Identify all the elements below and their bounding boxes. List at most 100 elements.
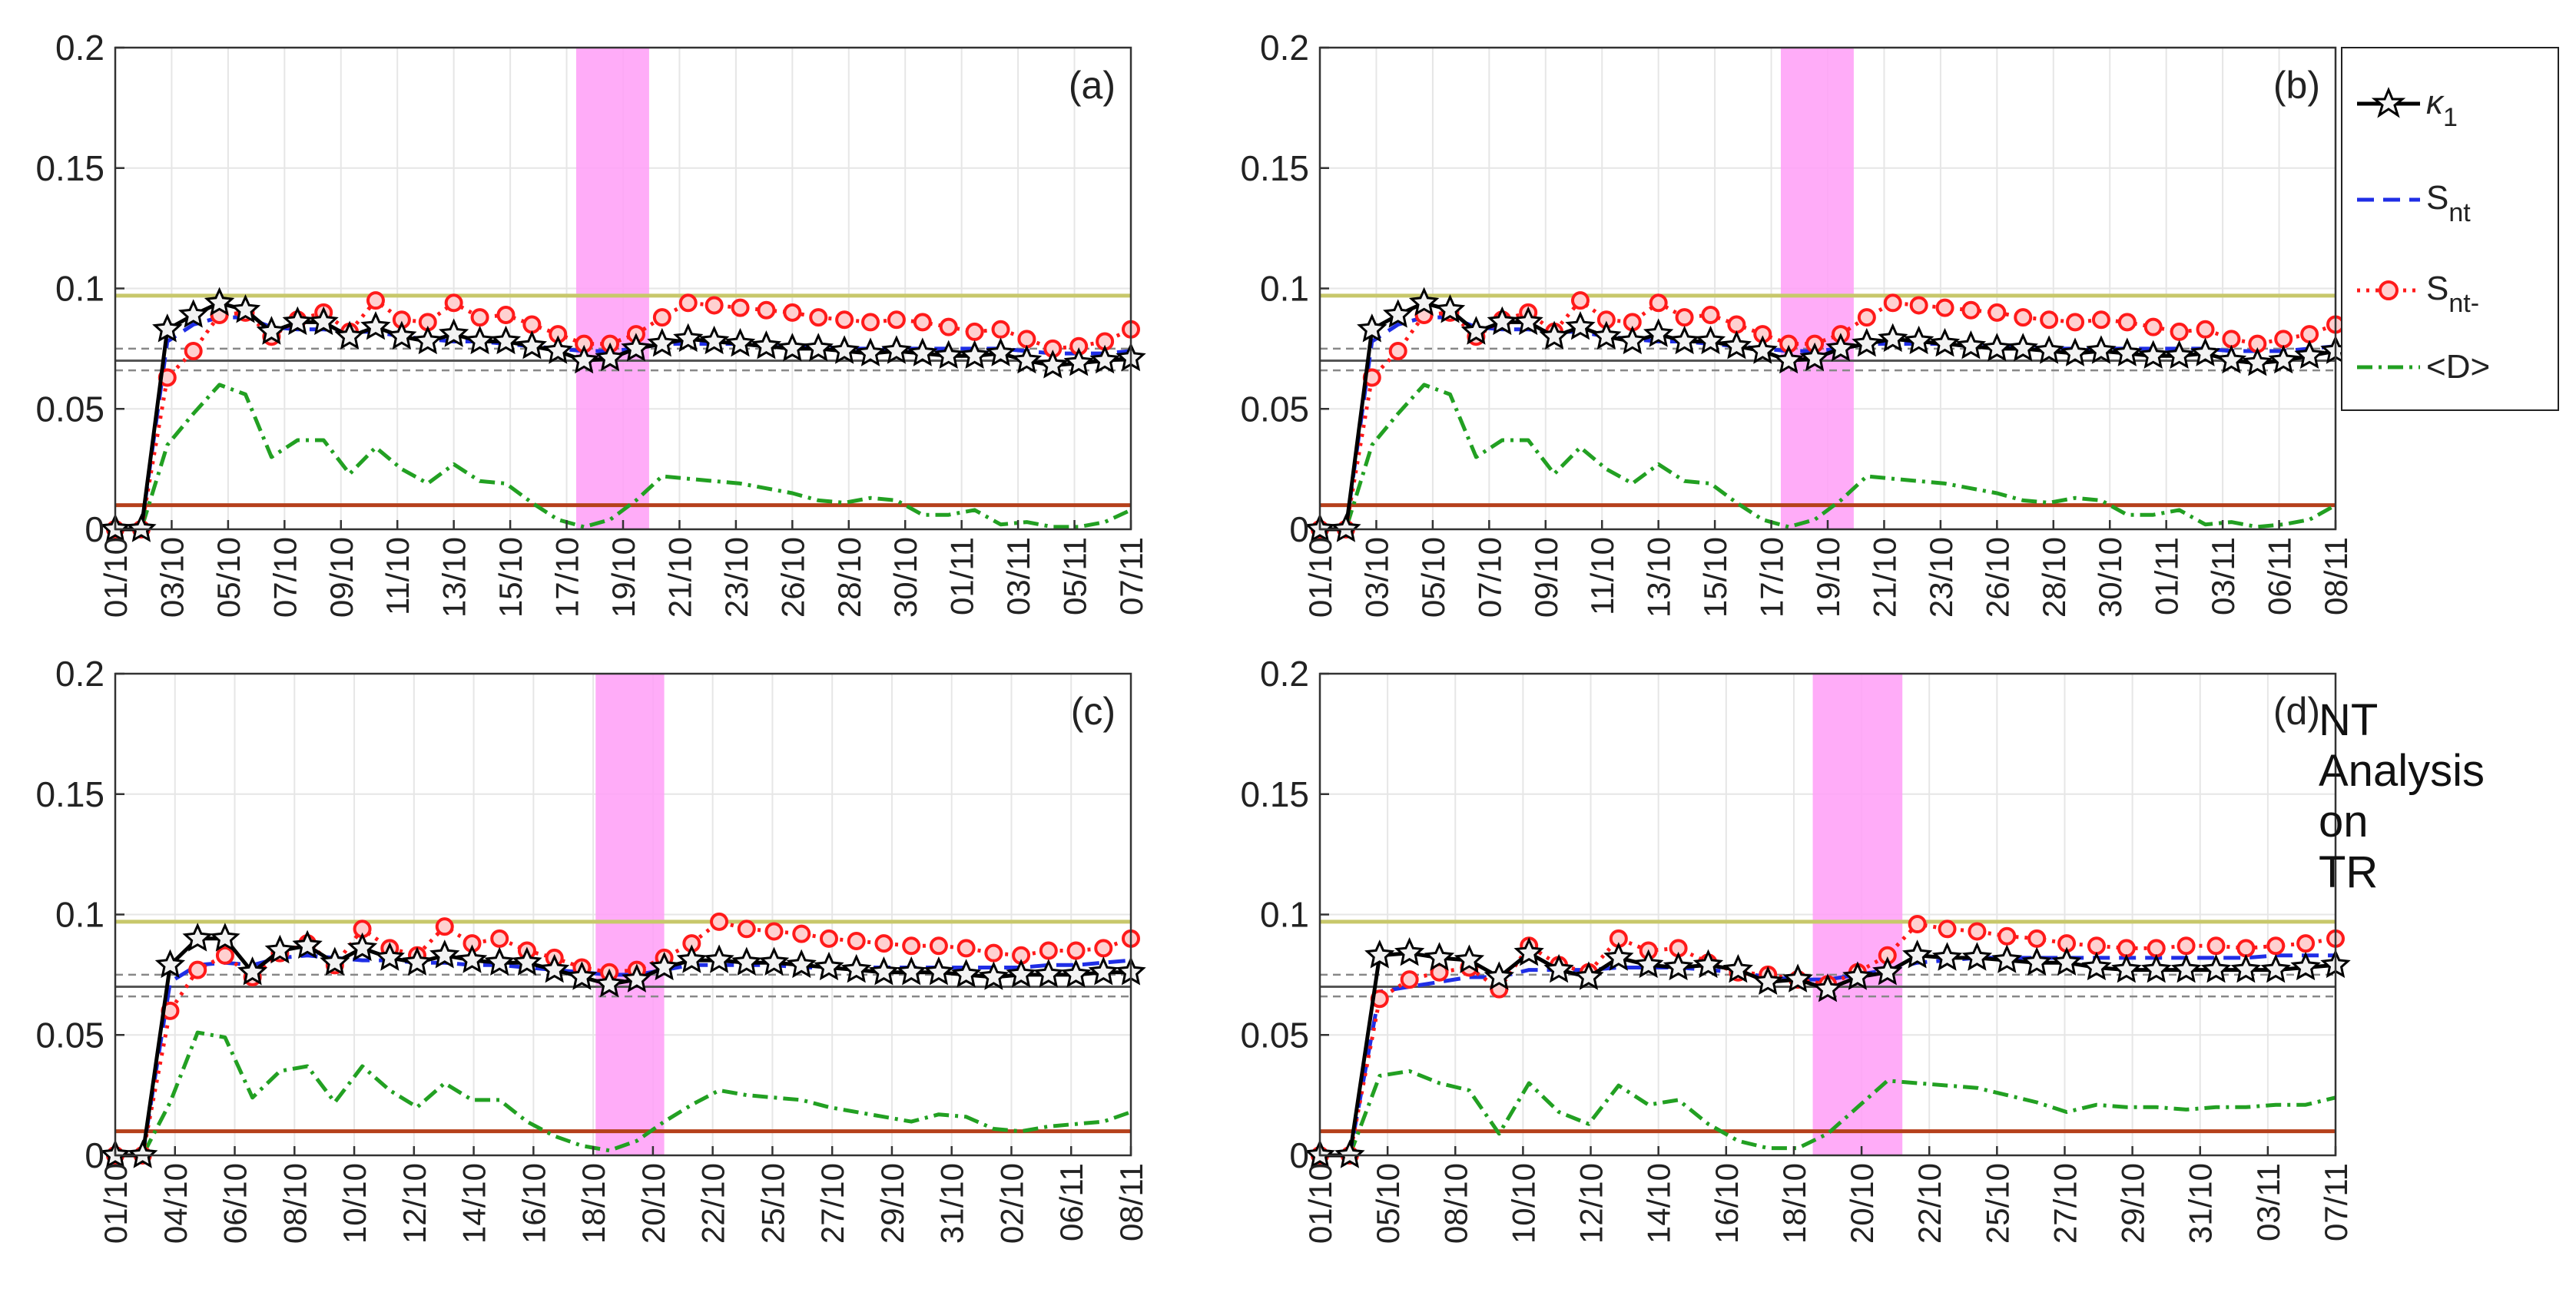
point-k1-c [1088, 956, 1119, 986]
point-k1-d [1484, 961, 1514, 990]
x-tick-label-a: 19/10 [605, 537, 642, 618]
x-tick-label-d: 14/10 [1641, 1163, 1677, 1244]
point-sntm-c [792, 924, 811, 943]
point-k1-a [933, 340, 964, 369]
point-sntm-c [874, 934, 893, 953]
point-k1-b [2138, 340, 2169, 369]
side-note: NT Analysis on TR [2319, 695, 2572, 898]
point-k1-c [951, 959, 982, 988]
point-k1-b [1487, 306, 1517, 336]
point-k1-a [647, 327, 678, 357]
legend-sub-k1: 1 [2443, 103, 2458, 132]
point-sntm-b [1909, 296, 1928, 315]
x-tick-label-d: 25/10 [1979, 1163, 2015, 1244]
point-k1-c [512, 946, 542, 976]
series-line-d-c [115, 1030, 1132, 1158]
point-sntm-a [705, 296, 724, 315]
y-tick-label-a: 0 [85, 509, 104, 549]
point-sntm-a [652, 308, 671, 327]
point-sntm-b [2143, 317, 2163, 336]
point-k1-b [2007, 333, 2038, 362]
point-k1-b [1669, 325, 1700, 355]
x-tick-label-b: 09/10 [1528, 537, 1564, 618]
point-sntm-d [2177, 936, 2196, 956]
x-tick-label-b: 07/10 [1471, 537, 1507, 618]
point-sntm-b [2091, 310, 2110, 330]
x-tick-label-a: 03/11 [1000, 537, 1036, 615]
point-k1-b [2086, 335, 2117, 364]
point-k1-a [282, 306, 313, 336]
side-note-line-2: Analysis [2319, 746, 2485, 796]
point-k1-a [673, 323, 704, 353]
point-k1-a [204, 287, 235, 316]
point-k1-c [346, 932, 378, 962]
x-tick-label-b: 15/10 [1697, 537, 1733, 618]
highlight-band-a [575, 48, 649, 529]
point-k1-c [210, 923, 240, 952]
point-k1-b [1434, 294, 1466, 323]
point-k1-a [413, 325, 443, 355]
x-tick-label-b: 17/10 [1754, 537, 1790, 618]
x-tick-label-c: 20/10 [635, 1163, 671, 1244]
point-k1-a [308, 306, 339, 336]
highlight-band-c [595, 674, 665, 1155]
point-sntm-c [490, 929, 509, 948]
point-k1-b [1513, 306, 1543, 336]
point-sntm-b [1701, 305, 1720, 324]
point-sntm-a [861, 313, 880, 332]
point-k1-c [374, 942, 406, 971]
point-k1-a [829, 335, 860, 364]
x-tick-label-a: 01/10 [98, 537, 134, 618]
point-k1-b [1383, 299, 1414, 328]
point-sntm-d [2027, 929, 2047, 948]
y-tick-label-b: 0.1 [1260, 269, 1309, 309]
point-k1-c [237, 956, 268, 986]
point-k1-d [2081, 951, 2112, 981]
y-tick-label-d: 0.05 [1240, 1015, 1309, 1055]
point-sntm-a [496, 305, 516, 324]
panel-b: 0 0.05 0.1 0.15 0.2 01/10 03/10 05/10 07/10 09/10… [1240, 28, 2354, 618]
point-k1-d [1513, 937, 1544, 966]
point-k1-b [1981, 333, 2013, 362]
y-tick-label-d: 0.1 [1260, 895, 1309, 935]
point-sntm-d [2117, 939, 2136, 958]
point-k1-d [1722, 953, 1753, 983]
point-k1-c [264, 934, 295, 964]
point-k1-a [490, 325, 522, 355]
point-sntm-b [1675, 308, 1694, 327]
point-k1-b [1357, 313, 1387, 343]
point-k1-a [1063, 347, 1094, 376]
point-k1-a [1089, 344, 1120, 374]
x-tick-label-c: 25/10 [754, 1163, 791, 1244]
point-k1-d [2200, 953, 2232, 983]
side-note-line-3: on [2319, 797, 2369, 847]
x-tick-label-b: 03/11 [2205, 537, 2241, 615]
point-k1-c [731, 946, 762, 976]
point-sntm-b [1883, 293, 1902, 313]
x-tick-label-c: 10/10 [337, 1163, 373, 1244]
point-sntm-b [2117, 313, 2137, 332]
point-k1-c [758, 946, 790, 976]
point-k1-d [1752, 966, 1783, 995]
x-tick-label-c: 04/10 [157, 1163, 194, 1244]
y-tick-label-a: 0.2 [55, 28, 104, 68]
x-tick-label-c: 16/10 [516, 1163, 552, 1244]
svg-text:Snt-: Snt- [2426, 270, 2479, 318]
point-sntm-c [435, 917, 454, 936]
legend-label-sntm: S [2426, 270, 2448, 307]
point-sntm-a [991, 320, 1010, 339]
series-line-d-b [1320, 383, 2337, 532]
point-k1-b [2163, 340, 2195, 369]
x-tick-label-d: 03/11 [2250, 1163, 2286, 1241]
legend-label-k1: κ [2426, 84, 2445, 121]
point-sntm-d [1997, 926, 2017, 946]
legend-entry-d: <D> [2357, 348, 2490, 386]
point-k1-d [1543, 953, 1574, 983]
point-sntm-c [956, 939, 976, 958]
x-tick-label-a: 13/10 [436, 537, 472, 618]
y-tick-label-c: 0.15 [35, 774, 104, 814]
x-tick-label-c: 06/11 [1053, 1163, 1089, 1241]
point-sntm-b [2274, 330, 2293, 349]
point-k1-d [2290, 951, 2321, 981]
point-k1-c [841, 953, 872, 983]
